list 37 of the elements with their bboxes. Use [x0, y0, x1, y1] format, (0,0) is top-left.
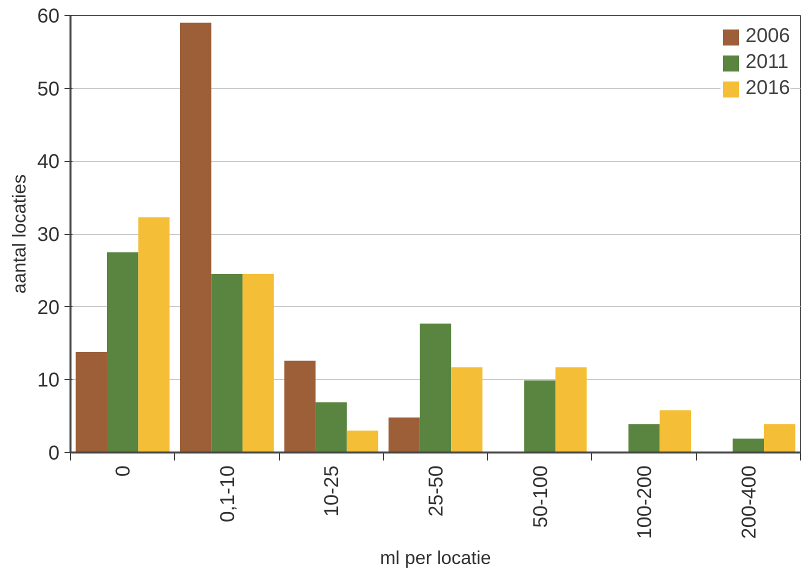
bar	[76, 352, 107, 452]
y-tick-label: 0	[48, 442, 60, 464]
bar	[284, 360, 316, 452]
bar	[388, 418, 420, 452]
y-tick-label: 20	[37, 296, 60, 319]
y-tick-label: 30	[37, 224, 60, 246]
bar	[628, 424, 660, 452]
y-tick-label: 50	[37, 78, 60, 100]
bar	[316, 402, 347, 452]
bar	[346, 430, 378, 452]
x-tick-label: 200-400	[738, 465, 760, 539]
bar	[420, 324, 452, 452]
y-tick-label: 60	[37, 6, 60, 28]
legend-label: 2016	[746, 77, 790, 100]
bar	[660, 410, 691, 452]
x-tick-label: 10-25	[321, 465, 344, 517]
legend-label: 2006	[746, 25, 790, 48]
bar	[555, 367, 587, 452]
bar	[138, 217, 170, 452]
x-tick-label: 0	[112, 466, 135, 477]
bar	[242, 274, 274, 452]
x-tick-label: 50-100	[530, 465, 552, 528]
y-tick-label: 40	[37, 151, 60, 174]
x-tick-label: 0,1-10	[216, 465, 239, 522]
bar	[732, 438, 764, 452]
bar	[764, 424, 796, 452]
x-tick-label: 25-50	[426, 465, 448, 517]
bar	[107, 252, 138, 452]
legend-label: 2011	[746, 51, 789, 74]
y-axis-title: aantal locaties	[8, 174, 30, 294]
y-tick-label: 10	[37, 370, 60, 392]
bar	[451, 367, 482, 452]
bar	[524, 380, 556, 452]
bar	[180, 22, 212, 452]
bar	[211, 274, 243, 452]
x-axis-title: ml per locatie	[380, 546, 491, 568]
x-tick-label: 100-200	[634, 465, 656, 539]
